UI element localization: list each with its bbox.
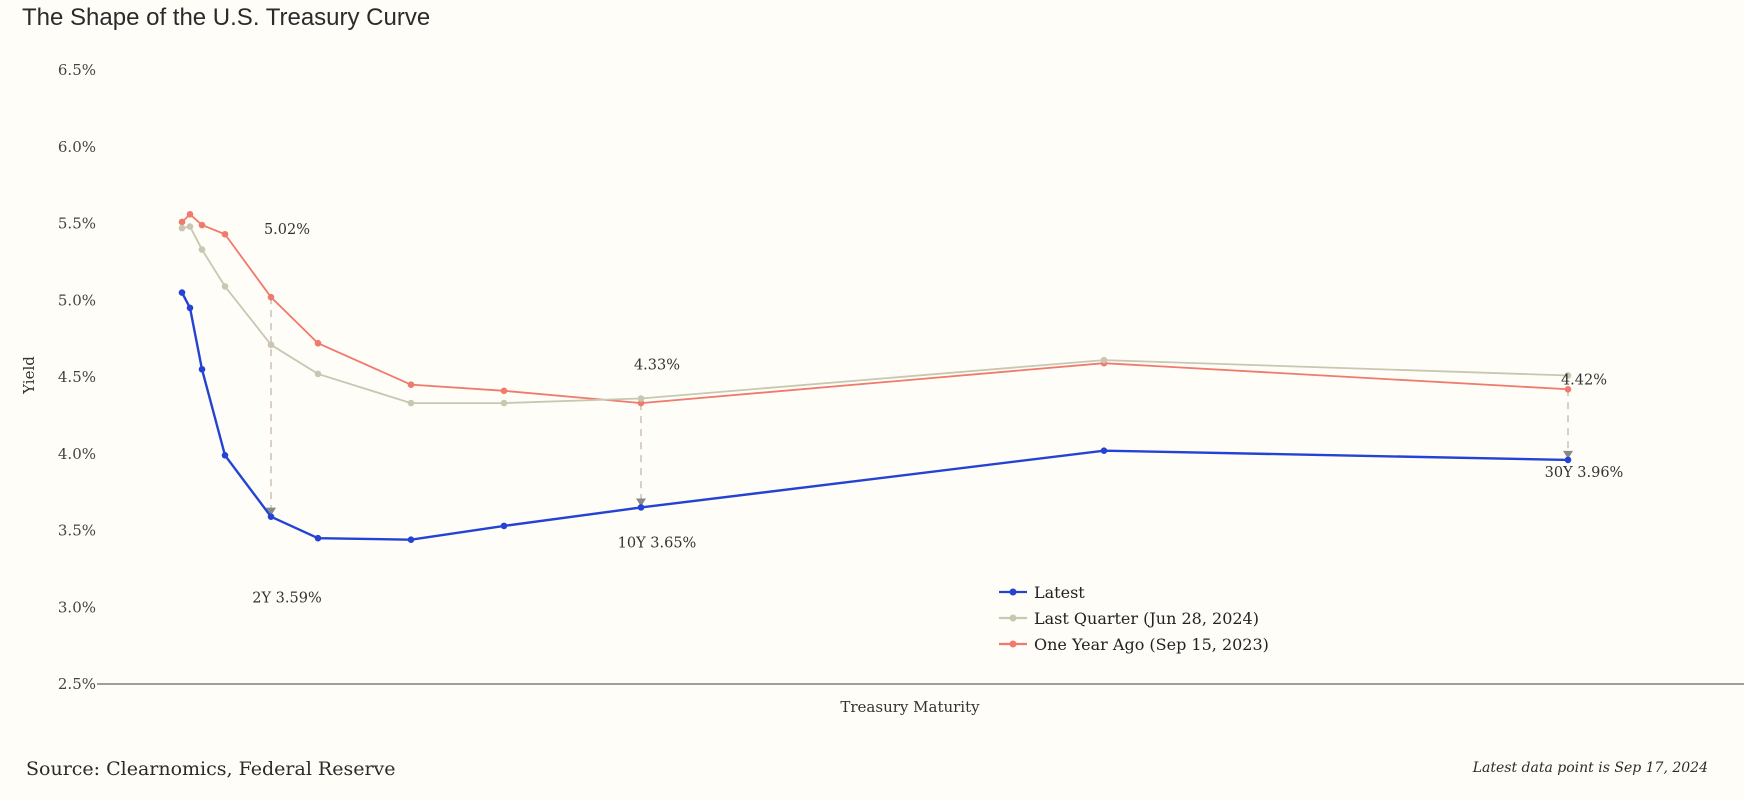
y-tick-label: 6.5% [58, 61, 96, 79]
y-tick-label: 2.5% [58, 675, 96, 693]
source-note: Source: Clearnomics, Federal Reserve [26, 758, 396, 780]
data-point [314, 370, 322, 378]
series-line [181, 225, 1569, 404]
data-point [267, 341, 275, 349]
series-line [180, 292, 1569, 541]
legend-label: One Year Ago (Sep 15, 2023) [1034, 635, 1269, 654]
annotation-label: 4.33% [634, 357, 680, 373]
legend-marker [1009, 640, 1017, 648]
y-tick-label: 4.5% [58, 368, 96, 386]
data-point [314, 534, 322, 542]
data-point [407, 536, 415, 544]
data-point [267, 513, 275, 520]
data-point [178, 224, 186, 232]
drop-line-arrow [636, 498, 646, 507]
drop-lines [266, 297, 1573, 516]
legend-marker [1009, 588, 1017, 596]
drop-line-arrow [266, 507, 276, 516]
series-lines [178, 210, 1572, 544]
data-point [314, 339, 322, 347]
data-point [500, 399, 508, 407]
data-point [221, 451, 229, 459]
data-point [178, 218, 186, 226]
data-point [198, 366, 206, 373]
data-point [500, 522, 508, 530]
y-tick-label: 5.0% [58, 291, 96, 309]
legend-label: Latest [1034, 583, 1085, 602]
data-point [186, 304, 194, 312]
data-point [407, 381, 415, 388]
y-tick-label: 4.0% [58, 445, 96, 463]
legend-marker [1009, 614, 1017, 622]
drop-line-arrow [1563, 450, 1573, 459]
data-point [186, 210, 194, 218]
annotation-label: 30Y 3.96% [1545, 465, 1624, 481]
data-point [186, 223, 194, 230]
data-point [1564, 456, 1572, 464]
annotation-label: 10Y 3.65% [618, 535, 697, 551]
annotations: 5.02% 2Y 3.59% 4.33% 10Y 3.65% 4.42% 30Y 3.96… [252, 222, 1623, 606]
chart-title: The Shape of the U.S. Treasury Curve [22, 4, 431, 31]
data-point [1564, 372, 1572, 379]
data-point [198, 246, 206, 253]
latest-data-note: Latest data point is Sep 17, 2024 [1472, 760, 1708, 776]
data-point [267, 293, 275, 301]
annotation-label: 2Y 3.59% [252, 591, 321, 607]
data-point [500, 387, 508, 395]
y-tick-label: 3.0% [58, 598, 96, 616]
legend-label: Last Quarter (Jun 28, 2024) [1034, 609, 1259, 628]
y-tick-label: 5.5% [58, 215, 96, 233]
y-tick-label: 3.5% [58, 522, 96, 540]
data-point [178, 289, 186, 296]
annotation-label: 5.02% [264, 222, 310, 238]
y-axis-label: Yield [20, 356, 38, 395]
series-line [181, 213, 1569, 404]
y-tick-label: 6.0% [58, 138, 96, 156]
data-point [221, 283, 229, 290]
data-point [1564, 385, 1572, 393]
data-point [1100, 447, 1108, 454]
x-axis-label: Treasury Maturity [840, 698, 980, 716]
data-point [637, 399, 645, 407]
data-point [1100, 356, 1108, 364]
annotation-label: 4.42% [1561, 373, 1607, 389]
data-point [637, 504, 645, 511]
legend: Latest Last Quarter (Jun 28, 2024) One Yea… [999, 583, 1269, 654]
data-point [221, 230, 229, 238]
y-axis-ticks: 2.5% 3.0% 3.5% 4.0% 4.5% 5.0% 5.5% 6.0% 6.5% [58, 61, 96, 693]
data-point [407, 399, 415, 407]
data-point [198, 221, 206, 229]
data-point [637, 395, 645, 402]
